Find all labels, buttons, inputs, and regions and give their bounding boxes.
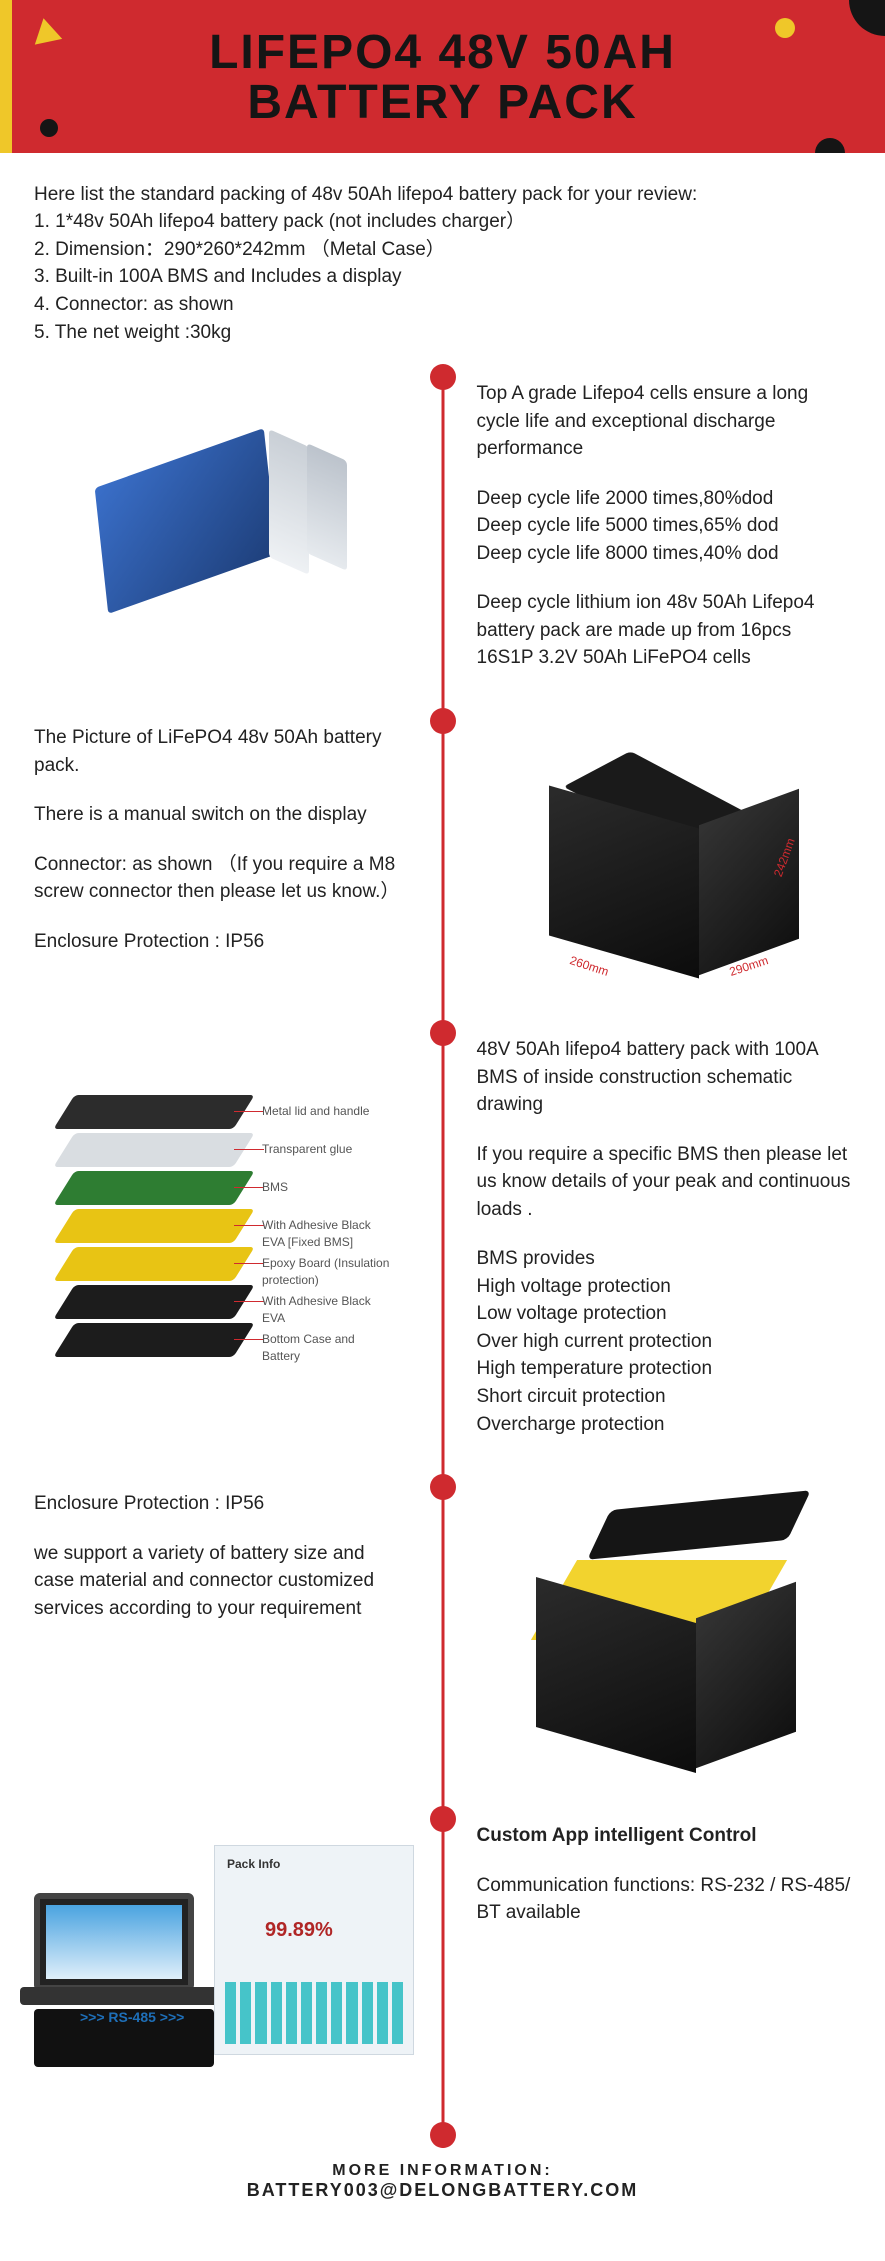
text: There is a manual switch on the display (34, 801, 409, 829)
exploded-label: Transparent glue (262, 1141, 392, 1158)
footer: MORE INFORMATION: BATTERY003@DELONGBATTE… (0, 2148, 885, 2261)
text: Enclosure Protection : IP56 (34, 928, 409, 956)
text: 48V 50Ah lifepo4 battery pack with 100A … (477, 1036, 852, 1119)
deco-bar (0, 0, 12, 153)
exploded-layer (53, 1133, 254, 1167)
exploded-layer (53, 1171, 254, 1205)
app-text: Custom App intelligent Control Communica… (443, 1822, 885, 2082)
deco-dot-icon (775, 18, 795, 38)
pack-image: 242mm 260mm 290mm (443, 724, 885, 984)
page-title: LIFEPO4 48V 50AH BATTERY PACK (0, 28, 885, 129)
intro-block: Here list the standard packing of 48v 50… (0, 153, 885, 358)
text: Communication functions: RS-232 / RS-485… (477, 1872, 852, 1927)
intro-item: 1. 1*48v 50Ah lifepo4 battery pack (not … (34, 208, 851, 236)
text: High voltage protection (477, 1273, 852, 1301)
timeline-dot-icon (430, 1474, 456, 1500)
timeline-end-dot-icon (430, 2122, 456, 2148)
timeline: Top A grade Lifepo4 cells ensure a long … (0, 368, 885, 2148)
intro-item: 5. The net weight :30kg (34, 319, 851, 347)
cells-image (0, 380, 443, 672)
text: Deep cycle life 2000 times,80%dod (477, 485, 852, 513)
text: If you require a specific BMS then pleas… (477, 1141, 852, 1224)
exploded-label: Bottom Case and Battery (262, 1331, 392, 1366)
timeline-dot-icon (430, 1020, 456, 1046)
timeline-dot-icon (430, 364, 456, 390)
app-image: >>> RS-485 >>> Pack Info 99.89% (0, 1822, 443, 2082)
text: Connector: as shown （If you require a M8… (34, 851, 409, 906)
timeline-dot-icon (430, 1806, 456, 1832)
text: The Picture of LiFePO4 48v 50Ah battery … (34, 724, 409, 779)
text: Low voltage protection (477, 1300, 852, 1328)
exploded-layer (53, 1095, 254, 1129)
text: Enclosure Protection : IP56 (34, 1490, 409, 1518)
exploded-layer (53, 1209, 254, 1243)
deco-dot2-icon (40, 119, 58, 137)
intro-lead: Here list the standard packing of 48v 50… (34, 181, 851, 209)
deco-half-icon (815, 138, 845, 153)
soft-title: Pack Info (227, 1856, 280, 1873)
timeline-dot-icon (430, 708, 456, 734)
pack-text: The Picture of LiFePO4 48v 50Ah battery … (0, 724, 443, 984)
text: Short circuit protection (477, 1383, 852, 1411)
custom-text: Enclosure Protection : IP56 we support a… (0, 1490, 443, 1770)
intro-item: 3. Built-in 100A BMS and Includes a disp… (34, 263, 851, 291)
footer-email: BATTERY003@DELONGBATTERY.COM (0, 2180, 885, 2201)
footer-label: MORE INFORMATION: (0, 2162, 885, 2180)
soft-pct: 99.89% (265, 1916, 333, 1945)
exploded-label: Metal lid and handle (262, 1103, 392, 1120)
section-bms: Metal lid and handle Transparent glue BMS W… (0, 1024, 885, 1478)
section-app: >>> RS-485 >>> Pack Info 99.89% Custom A… (0, 1810, 885, 2122)
exploded-layer (53, 1323, 254, 1357)
exploded-label: With Adhesive Black EVA [Fixed BMS] (262, 1217, 392, 1252)
exploded-label: Epoxy Board (Insulation protection) (262, 1255, 392, 1290)
text: Top A grade Lifepo4 cells ensure a long … (477, 380, 852, 463)
exploded-label: With Adhesive Black EVA (262, 1293, 392, 1328)
section-pack: The Picture of LiFePO4 48v 50Ah battery … (0, 712, 885, 1024)
heading: Custom App intelligent Control (477, 1822, 852, 1850)
text: Deep cycle lithium ion 48v 50Ah Lifepo4 … (477, 589, 852, 672)
text: Overcharge protection (477, 1411, 852, 1439)
title-banner: LIFEPO4 48V 50AH BATTERY PACK (0, 0, 885, 153)
cells-text: Top A grade Lifepo4 cells ensure a long … (443, 380, 885, 672)
text: Deep cycle life 5000 times,65% dod (477, 512, 852, 540)
text: BMS provides (477, 1245, 852, 1273)
intro-item: 2. Dimension：290*260*242mm （Metal Case） (34, 236, 851, 264)
text: Over high current protection (477, 1328, 852, 1356)
exploded-layer (53, 1285, 254, 1319)
section-cells: Top A grade Lifepo4 cells ensure a long … (0, 368, 885, 712)
exploded-label: BMS (262, 1179, 392, 1196)
section-custom: Enclosure Protection : IP56 we support a… (0, 1478, 885, 1810)
text: we support a variety of battery size and… (34, 1540, 409, 1623)
intro-item: 4. Connector: as shown (34, 291, 851, 319)
text: High temperature protection (477, 1355, 852, 1383)
exploded-image: Metal lid and handle Transparent glue BMS W… (0, 1036, 443, 1438)
rs485-label: >>> RS-485 >>> (80, 2007, 184, 2027)
bms-text: 48V 50Ah lifepo4 battery pack with 100A … (443, 1036, 885, 1438)
text: Deep cycle life 8000 times,40% dod (477, 540, 852, 568)
exploded-layer (53, 1247, 254, 1281)
openbox-image (443, 1490, 885, 1770)
dim-label: 260mm (567, 952, 610, 981)
